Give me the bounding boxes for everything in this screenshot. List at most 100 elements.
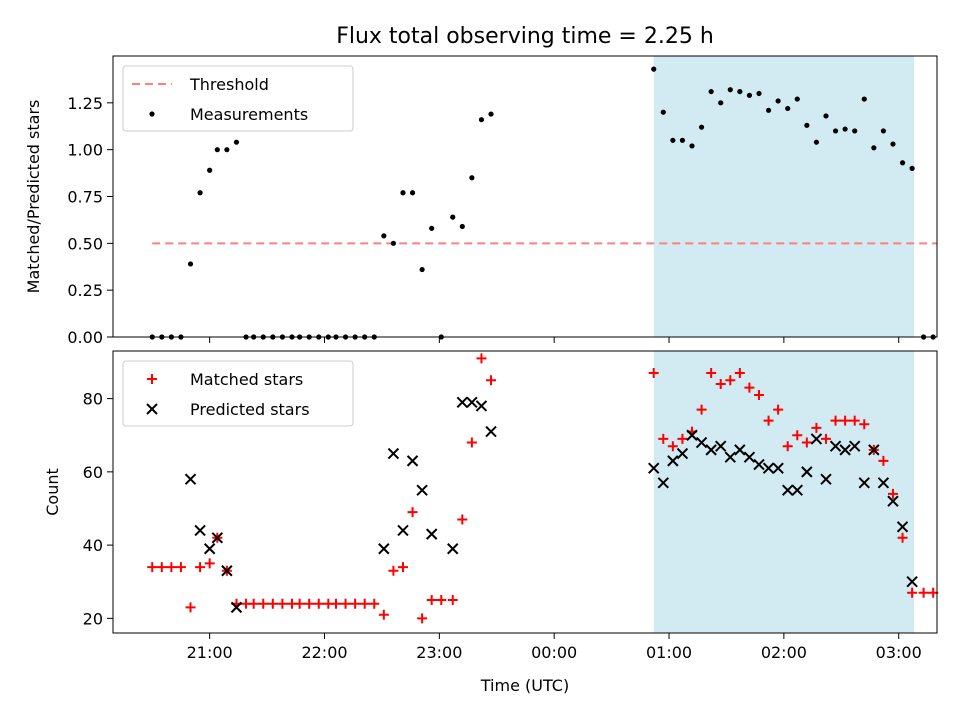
- matched-point: [204, 558, 215, 569]
- x-tick-label: 03:00: [876, 643, 922, 662]
- legend-label: Measurements: [190, 105, 308, 124]
- predicted-point: [184, 473, 197, 485]
- measurement-point: [832, 128, 839, 134]
- y-tick-label: 1.25: [67, 94, 103, 113]
- predicted-point: [801, 466, 813, 478]
- legend-swatch-predicted: [146, 403, 158, 415]
- measurement-point: [689, 143, 695, 149]
- matched-point: [878, 455, 889, 466]
- predicted-point: [734, 444, 746, 456]
- matched-point: [897, 532, 908, 543]
- predicted-point: [877, 477, 890, 489]
- legend-box: [122, 360, 354, 427]
- matched-point: [486, 375, 497, 386]
- matched-point: [907, 587, 918, 598]
- measurement-point: [679, 137, 686, 143]
- predicted-point: [839, 444, 851, 456]
- matched-point: [166, 562, 177, 573]
- measurement-point: [381, 233, 387, 239]
- matched-point: [677, 433, 688, 444]
- matched-point: [801, 437, 812, 448]
- y-axis-label: Count: [43, 468, 62, 516]
- measurement-point: [459, 223, 465, 230]
- matched-point: [763, 415, 774, 426]
- measurement-point: [765, 107, 772, 113]
- y-axis-label: Matched/Predicted stars: [24, 100, 43, 294]
- matched-point: [175, 562, 186, 573]
- matched-point: [156, 562, 167, 573]
- matched-point: [447, 595, 458, 606]
- x-tick-label: 00:00: [531, 643, 577, 662]
- measurement-point: [823, 113, 829, 119]
- matched-point: [830, 415, 841, 426]
- predicted-point: [203, 543, 216, 555]
- matched-point: [466, 437, 477, 448]
- matched-point: [744, 382, 755, 393]
- predicted-point: [447, 543, 459, 555]
- x-tick-label: 02:00: [761, 643, 807, 662]
- predicted-point: [896, 521, 909, 533]
- matched-point: [782, 441, 793, 452]
- matched-point: [267, 598, 278, 609]
- axes-frame: [112, 350, 938, 634]
- axes-frame: [112, 55, 938, 338]
- matched-point: [417, 613, 428, 624]
- measurement-point: [698, 124, 705, 130]
- measurement-point: [429, 225, 435, 231]
- matched-point: [195, 562, 206, 573]
- measurement-point: [746, 92, 753, 98]
- measurement-point: [488, 111, 494, 117]
- legend-label: Predicted stars: [190, 400, 310, 419]
- matched-point: [811, 422, 822, 433]
- measurement-point: [450, 214, 456, 220]
- measurement-point: [207, 167, 213, 173]
- matched-point: [378, 609, 389, 620]
- predicted-point: [906, 576, 918, 588]
- predicted-point: [676, 447, 689, 460]
- measurement-point: [880, 128, 887, 134]
- matched-point: [859, 419, 870, 430]
- measurement-point: [409, 190, 416, 196]
- matched-point: [185, 602, 196, 613]
- legend-swatch-measurements: [149, 111, 155, 117]
- matched-point: [388, 565, 399, 576]
- predicted-point: [378, 543, 390, 555]
- matched-point: [792, 430, 803, 441]
- measurement-point: [890, 141, 896, 147]
- predicted-point: [868, 444, 880, 456]
- top-panel: 0.00 0.25 0.50 0.75 1.00 1.25 Matched/Predicte…: [24, 55, 938, 347]
- matched-point: [840, 415, 851, 426]
- chart-title: Flux total observing time = 2.25 h: [336, 24, 714, 49]
- x-tick-label: 21:00: [187, 643, 233, 662]
- bottom-panel: 20 40 60 80 21:00 22:00 23:00 00:00 01:00 02:00 03…: [43, 350, 939, 695]
- matched-point: [658, 433, 669, 444]
- y-tick-label: 60: [83, 463, 103, 482]
- predicted-point: [887, 495, 899, 507]
- predicted-point: [485, 425, 497, 438]
- predicted-point: [715, 440, 727, 452]
- predicted-point: [810, 433, 823, 445]
- measurement-point: [775, 98, 781, 104]
- predicted-point: [772, 462, 784, 474]
- matched-point: [407, 507, 418, 518]
- x-tick-label: 01:00: [646, 643, 692, 662]
- matched-point: [426, 595, 437, 606]
- matched-point: [330, 598, 341, 609]
- shaded-span: [653, 351, 915, 633]
- matched-point: [773, 404, 784, 415]
- matched-point: [457, 514, 468, 525]
- shaded-span: [653, 56, 915, 337]
- predicted-point: [667, 455, 679, 467]
- measurement-point: [785, 105, 791, 112]
- y-tick-label: 0.75: [67, 188, 103, 207]
- matched-point: [476, 353, 487, 364]
- measurement-point: [909, 165, 915, 171]
- measurement-point: [660, 109, 666, 115]
- predicted-point: [194, 524, 206, 537]
- measurement-point: [718, 100, 724, 106]
- matched-point: [820, 433, 831, 444]
- predicted-point: [466, 396, 478, 408]
- predicted-point: [791, 484, 803, 496]
- measurement-point: [727, 87, 733, 93]
